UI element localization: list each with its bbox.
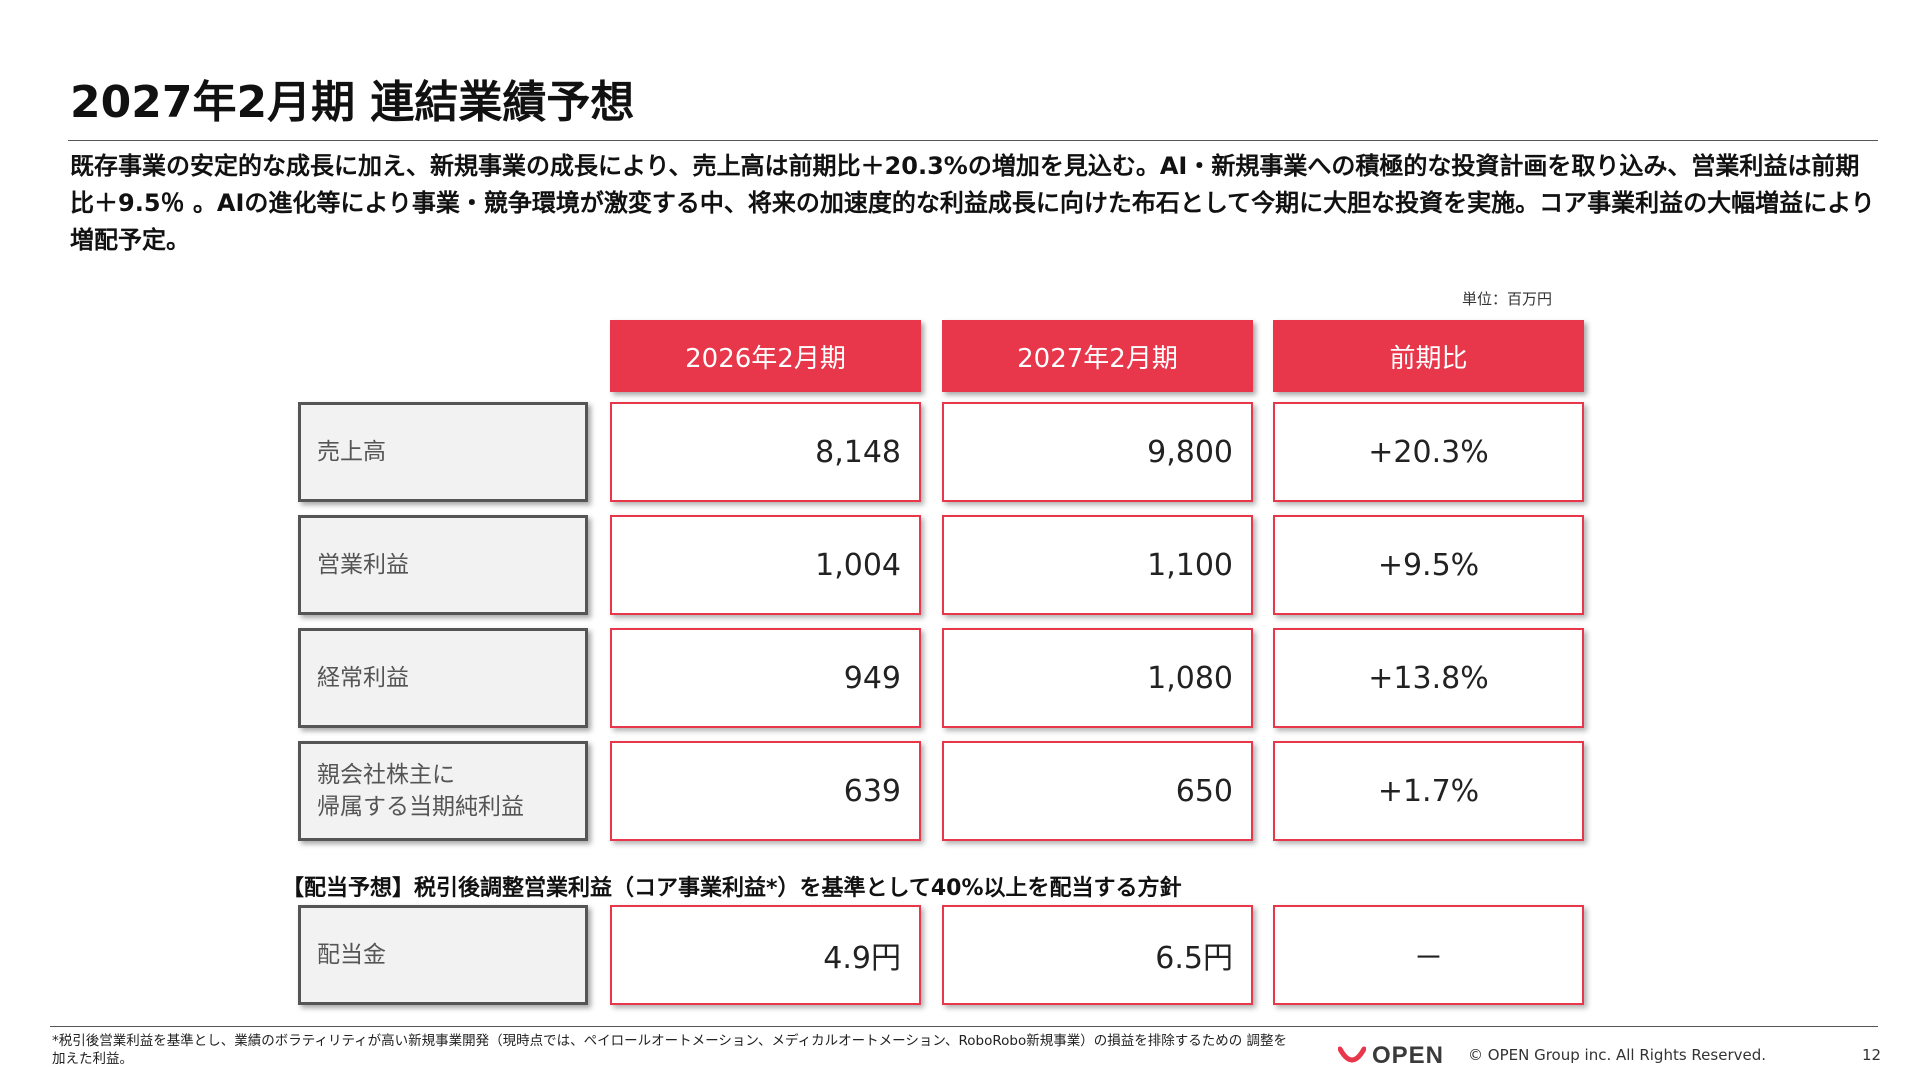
page-title: 2027年2月期 連結業績予想 [70,77,635,128]
summary-text: 既存事業の安定的な成長に加え、新規事業の成長により、売上高は前期比＋20.3%の… [70,152,1875,254]
row-label-net-income: 親会社株主に 帰属する当期純利益 [298,741,588,841]
row-label-operating-income: 営業利益 [298,515,588,615]
row-label-ordinary-income: 経常利益 [298,628,588,728]
copyright: © OPEN Group inc. All Rights Reserved. [1468,1046,1767,1064]
footnote: *税引後営業利益を基準とし、業績のボラティリティが高い新規事業開発（現時点では、… [52,1033,1288,1067]
logo-text: OPEN [1372,1042,1445,1069]
operating-income-fy2026: 1,004 [610,515,921,615]
company-logo: OPEN [1338,1042,1444,1070]
open-logo-icon [1338,1046,1366,1063]
sales-fy2027: 9,800 [942,402,1253,502]
footer-divider [50,1026,1878,1027]
ordinary-income-fy2027: 1,080 [942,628,1253,728]
net-income-fy2026: 639 [610,741,921,841]
ordinary-income-fy2026: 949 [610,628,921,728]
operating-income-ratio: +9.5% [1273,515,1584,615]
dividend-fy2026: 4.9円 [610,905,921,1005]
dividend-fy2027: 6.5円 [942,905,1253,1005]
header-fy2026: 2026年2月期 [610,320,921,392]
unit-label: 単位：百万円 [1462,290,1553,308]
dividend-policy-note: 【配当予想】税引後調整営業利益（コア事業利益*）を基準として40%以上を配当する… [282,876,1182,901]
header-fy2027: 2027年2月期 [942,320,1253,392]
dividend-ratio: － [1273,905,1584,1005]
ordinary-income-ratio: +13.8% [1273,628,1584,728]
net-income-fy2027: 650 [942,741,1253,841]
operating-income-fy2027: 1,100 [942,515,1253,615]
page-number: 12 [1862,1046,1882,1064]
sales-ratio: +20.3% [1273,402,1584,502]
row-label-sales: 売上高 [298,402,588,502]
sales-fy2026: 8,148 [610,402,921,502]
row-label-dividend: 配当金 [298,905,588,1005]
net-income-ratio: +1.7% [1273,741,1584,841]
title-divider [68,140,1878,141]
header-ratio: 前期比 [1273,320,1584,392]
